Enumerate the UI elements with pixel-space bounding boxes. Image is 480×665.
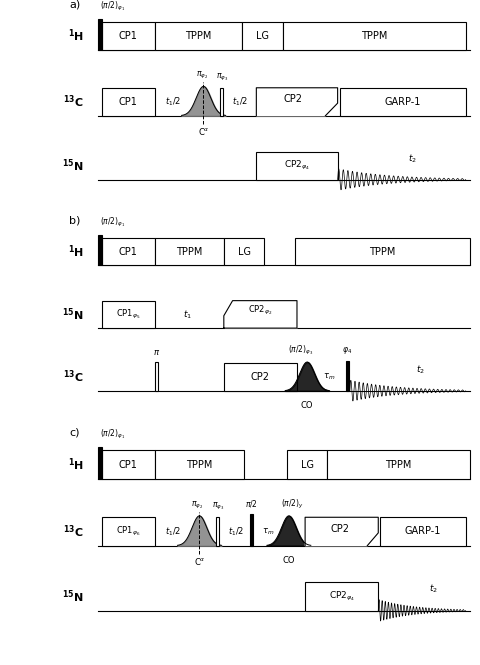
Text: $(\pi/2)_{\varphi_1}$: $(\pi/2)_{\varphi_1}$ (100, 216, 125, 229)
Text: GARP-1: GARP-1 (384, 96, 420, 107)
Bar (339, 88, 465, 116)
Text: TPPM: TPPM (384, 460, 411, 469)
Text: $\tau_m$: $\tau_m$ (323, 372, 335, 382)
Text: CP1$_{\varphi_5}$: CP1$_{\varphi_5}$ (116, 308, 140, 321)
Text: $t_1/2$: $t_1/2$ (165, 525, 181, 538)
Bar (155, 238, 223, 265)
Bar (97, 448, 102, 479)
Text: $t_2$: $t_2$ (408, 152, 417, 164)
Text: $^{\mathbf{1}}$H: $^{\mathbf{1}}$H (67, 28, 84, 44)
Bar (102, 301, 155, 328)
Text: $^{\mathbf{13}}$C: $^{\mathbf{13}}$C (63, 94, 84, 110)
Text: CP2: CP2 (329, 523, 348, 533)
Text: $(\pi/2)_{\varphi_1}$: $(\pi/2)_{\varphi_1}$ (100, 0, 125, 13)
Text: $\pi_{\varphi_3}$: $\pi_{\varphi_3}$ (215, 72, 228, 82)
Bar (256, 152, 337, 180)
Bar (345, 360, 348, 391)
Bar (327, 450, 469, 479)
Text: LG: LG (237, 247, 250, 257)
Bar (250, 515, 253, 546)
Text: LG: LG (255, 31, 268, 41)
Text: C$^\alpha$: C$^\alpha$ (193, 556, 205, 567)
Bar (102, 517, 155, 546)
Bar (97, 235, 102, 265)
Bar (286, 450, 327, 479)
Text: $^{\mathbf{1}}$H: $^{\mathbf{1}}$H (67, 243, 84, 260)
Text: $^{\mathbf{15}}$N: $^{\mathbf{15}}$N (62, 158, 84, 174)
Text: CP2$_{\varphi_4}$: CP2$_{\varphi_4}$ (328, 590, 354, 603)
Text: LG: LG (300, 460, 313, 469)
Text: $^{\mathbf{13}}$C: $^{\mathbf{13}}$C (63, 523, 84, 540)
Text: TPPM: TPPM (186, 460, 212, 469)
Text: $t_1/2$: $t_1/2$ (231, 96, 248, 108)
Text: TPPM: TPPM (368, 247, 395, 257)
Text: GARP-1: GARP-1 (404, 527, 440, 537)
Text: TPPM: TPPM (185, 31, 211, 41)
Bar (380, 517, 465, 546)
Text: $t_2$: $t_2$ (428, 583, 437, 595)
Text: TPPM: TPPM (176, 247, 202, 257)
Text: a): a) (69, 0, 81, 9)
Text: $t_1/2$: $t_1/2$ (228, 525, 244, 538)
Bar (223, 363, 296, 391)
Bar (219, 88, 223, 116)
Text: CP1: CP1 (119, 96, 137, 107)
Text: $\pi$: $\pi$ (153, 348, 160, 357)
Text: $t_1/2$: $t_1/2$ (165, 96, 181, 108)
Bar (223, 238, 264, 265)
Text: $\pi_{\varphi_3}$: $\pi_{\varphi_3}$ (211, 501, 223, 512)
Bar (282, 22, 465, 50)
Bar (294, 238, 469, 265)
Text: $(\pi/2)_y$: $(\pi/2)_y$ (281, 497, 304, 511)
Text: CP2: CP2 (251, 372, 269, 382)
Text: $t_2$: $t_2$ (416, 364, 424, 376)
Text: $(\pi/2)_{\varphi_3}$: $(\pi/2)_{\varphi_3}$ (288, 344, 313, 357)
Bar (155, 450, 244, 479)
Text: CP1$_{\varphi_6}$: CP1$_{\varphi_6}$ (116, 525, 140, 538)
Text: $\pi/2$: $\pi/2$ (245, 498, 258, 509)
Text: $\pi_{\varphi_2}$: $\pi_{\varphi_2}$ (191, 499, 203, 511)
Text: CP2$_{\varphi_2}$: CP2$_{\varphi_2}$ (248, 304, 272, 317)
Text: CP1: CP1 (119, 31, 137, 41)
Text: $\tau_m$: $\tau_m$ (262, 526, 274, 537)
Bar (241, 22, 282, 50)
Polygon shape (256, 88, 337, 116)
Text: TPPM: TPPM (360, 31, 386, 41)
Bar (102, 22, 155, 50)
Text: C$^\alpha$: C$^\alpha$ (197, 126, 209, 137)
Text: b): b) (69, 215, 81, 225)
Bar (97, 19, 102, 50)
Bar (155, 22, 241, 50)
Bar (102, 238, 155, 265)
Bar (304, 582, 377, 610)
Text: CP1: CP1 (119, 247, 137, 257)
Bar (215, 517, 219, 546)
Polygon shape (223, 301, 296, 328)
Text: $^{\mathbf{15}}$N: $^{\mathbf{15}}$N (62, 588, 84, 604)
Text: $\pi_{\varphi_2}$: $\pi_{\varphi_2}$ (196, 70, 208, 81)
Text: $^{\mathbf{15}}$N: $^{\mathbf{15}}$N (62, 306, 84, 323)
Text: $(\pi/2)_{\varphi_1}$: $(\pi/2)_{\varphi_1}$ (100, 428, 125, 442)
Bar (102, 450, 155, 479)
Text: c): c) (69, 428, 80, 438)
Text: $\varphi_4$: $\varphi_4$ (342, 344, 352, 356)
Text: CP2: CP2 (283, 94, 302, 104)
Text: $^{\mathbf{13}}$C: $^{\mathbf{13}}$C (63, 369, 84, 386)
Text: CP2$_{\varphi_4}$: CP2$_{\varphi_4}$ (283, 159, 310, 172)
Text: $t_1$: $t_1$ (182, 308, 192, 321)
Text: $^{\mathbf{1}}$H: $^{\mathbf{1}}$H (67, 456, 84, 473)
Text: CO: CO (300, 401, 313, 410)
Bar (102, 88, 155, 116)
Text: CO: CO (282, 556, 295, 565)
Text: CP1: CP1 (119, 460, 137, 469)
Polygon shape (304, 517, 377, 546)
Bar (155, 362, 158, 391)
